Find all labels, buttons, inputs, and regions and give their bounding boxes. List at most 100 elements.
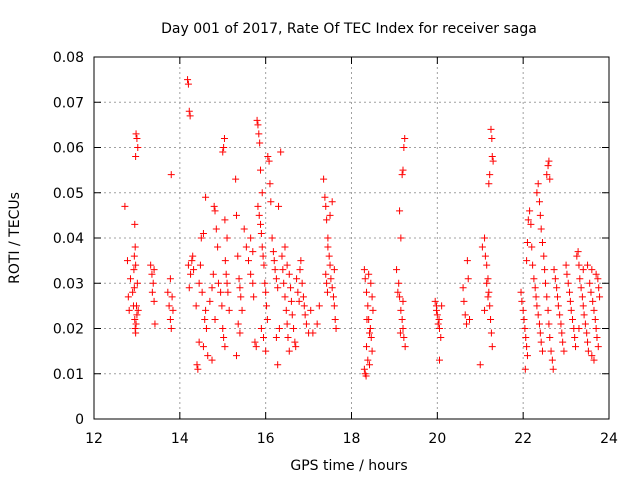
- y-tick-label: 0.01: [53, 367, 84, 383]
- data-point: [223, 234, 231, 242]
- data-point: [399, 297, 407, 305]
- data-point: [267, 198, 275, 206]
- data-point: [431, 297, 439, 305]
- data-point: [192, 302, 200, 310]
- data-point: [435, 325, 443, 332]
- data-point: [133, 279, 141, 287]
- data-point: [256, 139, 264, 147]
- y-tick-label: 0.04: [53, 231, 84, 247]
- data-point: [221, 343, 229, 351]
- data-point: [132, 329, 140, 337]
- data-point: [594, 275, 602, 283]
- data-point: [277, 148, 285, 156]
- x-tick-label: 22: [514, 431, 532, 447]
- data-point: [364, 356, 372, 364]
- data-point: [131, 243, 139, 251]
- data-point: [295, 297, 303, 305]
- data-point: [266, 180, 274, 188]
- data-point: [271, 266, 279, 274]
- data-point: [463, 257, 471, 265]
- data-point: [307, 306, 315, 314]
- data-point: [564, 279, 572, 287]
- data-point: [184, 261, 192, 269]
- data-point: [460, 297, 468, 305]
- data-point: [538, 347, 546, 355]
- data-point: [132, 153, 140, 161]
- data-point: [590, 356, 598, 364]
- data-point: [185, 107, 193, 115]
- data-point: [322, 202, 330, 210]
- data-point: [435, 356, 443, 364]
- data-point: [204, 352, 212, 360]
- data-point: [584, 347, 592, 355]
- data-point: [134, 306, 142, 314]
- data-point: [232, 175, 240, 183]
- data-point: [519, 306, 527, 314]
- y-tick-label: 0.06: [53, 141, 84, 157]
- data-point: [329, 293, 337, 301]
- data-point: [217, 288, 225, 296]
- data-point: [237, 293, 245, 301]
- data-point: [398, 171, 406, 179]
- data-point: [150, 297, 158, 305]
- data-point: [369, 306, 377, 314]
- data-point: [588, 352, 596, 360]
- data-point: [220, 144, 228, 151]
- data-point: [438, 302, 446, 310]
- data-point: [476, 361, 484, 369]
- data-point: [208, 284, 216, 292]
- data-point: [247, 234, 255, 242]
- data-point: [523, 343, 531, 351]
- data-point: [202, 306, 210, 314]
- data-point: [148, 288, 156, 296]
- data-point: [130, 252, 138, 260]
- data-point: [258, 189, 266, 197]
- data-point: [309, 329, 317, 337]
- data-point: [592, 270, 600, 278]
- data-point: [211, 315, 219, 323]
- data-point: [459, 284, 467, 292]
- data-point: [461, 311, 469, 319]
- data-point: [251, 338, 259, 346]
- data-point: [164, 288, 172, 296]
- data-point: [301, 311, 309, 319]
- data-point: [589, 297, 597, 305]
- data-point: [325, 252, 333, 260]
- x-tick-label: 24: [600, 431, 618, 447]
- data-point: [363, 315, 371, 323]
- data-point: [147, 261, 155, 269]
- data-point: [367, 279, 375, 287]
- data-point: [186, 112, 194, 120]
- data-point: [487, 315, 495, 323]
- data-point: [559, 338, 567, 346]
- data-point: [435, 315, 443, 323]
- data-point: [283, 261, 291, 269]
- data-point: [212, 225, 220, 233]
- data-point: [586, 279, 594, 287]
- data-point: [575, 261, 583, 269]
- data-point: [221, 216, 229, 224]
- data-point: [167, 171, 175, 179]
- data-point: [540, 252, 548, 260]
- data-point: [566, 288, 574, 296]
- data-point: [368, 347, 376, 355]
- data-point: [536, 211, 544, 219]
- data-point: [396, 207, 404, 215]
- data-point: [281, 293, 289, 301]
- data-point: [487, 329, 495, 337]
- data-point: [326, 261, 334, 269]
- data-point: [169, 306, 177, 314]
- data-point: [534, 180, 542, 188]
- data-point: [575, 325, 583, 332]
- data-point: [588, 266, 596, 274]
- data-point: [235, 275, 243, 283]
- data-point: [533, 189, 541, 197]
- data-point: [433, 311, 441, 319]
- data-point: [265, 157, 273, 165]
- data-point: [208, 356, 216, 364]
- data-point: [221, 257, 229, 265]
- data-point: [533, 302, 541, 310]
- data-point: [481, 234, 489, 242]
- data-point: [393, 266, 401, 274]
- y-tick-label: 0.02: [53, 322, 84, 338]
